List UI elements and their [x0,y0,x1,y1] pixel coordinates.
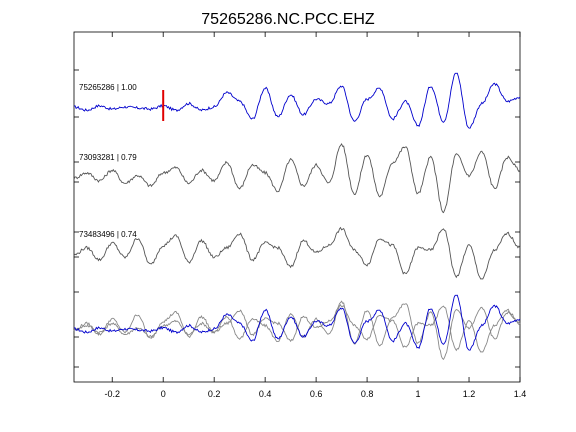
x-tick-label: 0 [161,389,166,399]
x-tick-label: 1.4 [514,389,527,399]
trace-labels: 75265286 | 1.00 73093281 | 0.79 73483496 |… [79,83,137,239]
overlay-traces [73,294,521,360]
x-tick-labels: -0.2 0 0.2 0.4 0.6 0.8 1 1.2 1.4 [104,389,526,399]
trace-line [73,226,521,280]
traces [73,72,521,280]
chart-title: 75265286.NC.PCC.EHZ [201,11,375,28]
trace-line [73,142,521,214]
x-tick-label: 0.8 [361,389,374,399]
x-tick-label: 1 [416,389,421,399]
trace-label: 73093281 | 0.79 [79,153,137,162]
overlay-trace-line [73,300,521,360]
x-tick-label: 0.4 [259,389,272,399]
trace-label: 73483496 | 0.74 [79,230,137,239]
trace-line [73,72,521,129]
x-tick-label: 0.6 [310,389,323,399]
x-tick-label: -0.2 [104,389,120,399]
overlay-trace-line [73,294,521,351]
x-tick-label: 0.2 [208,389,221,399]
x-tick-label: 1.2 [463,389,476,399]
plot-frame [73,31,521,383]
axis-ticks [74,32,521,382]
trace-label: 75265286 | 1.00 [79,83,137,92]
